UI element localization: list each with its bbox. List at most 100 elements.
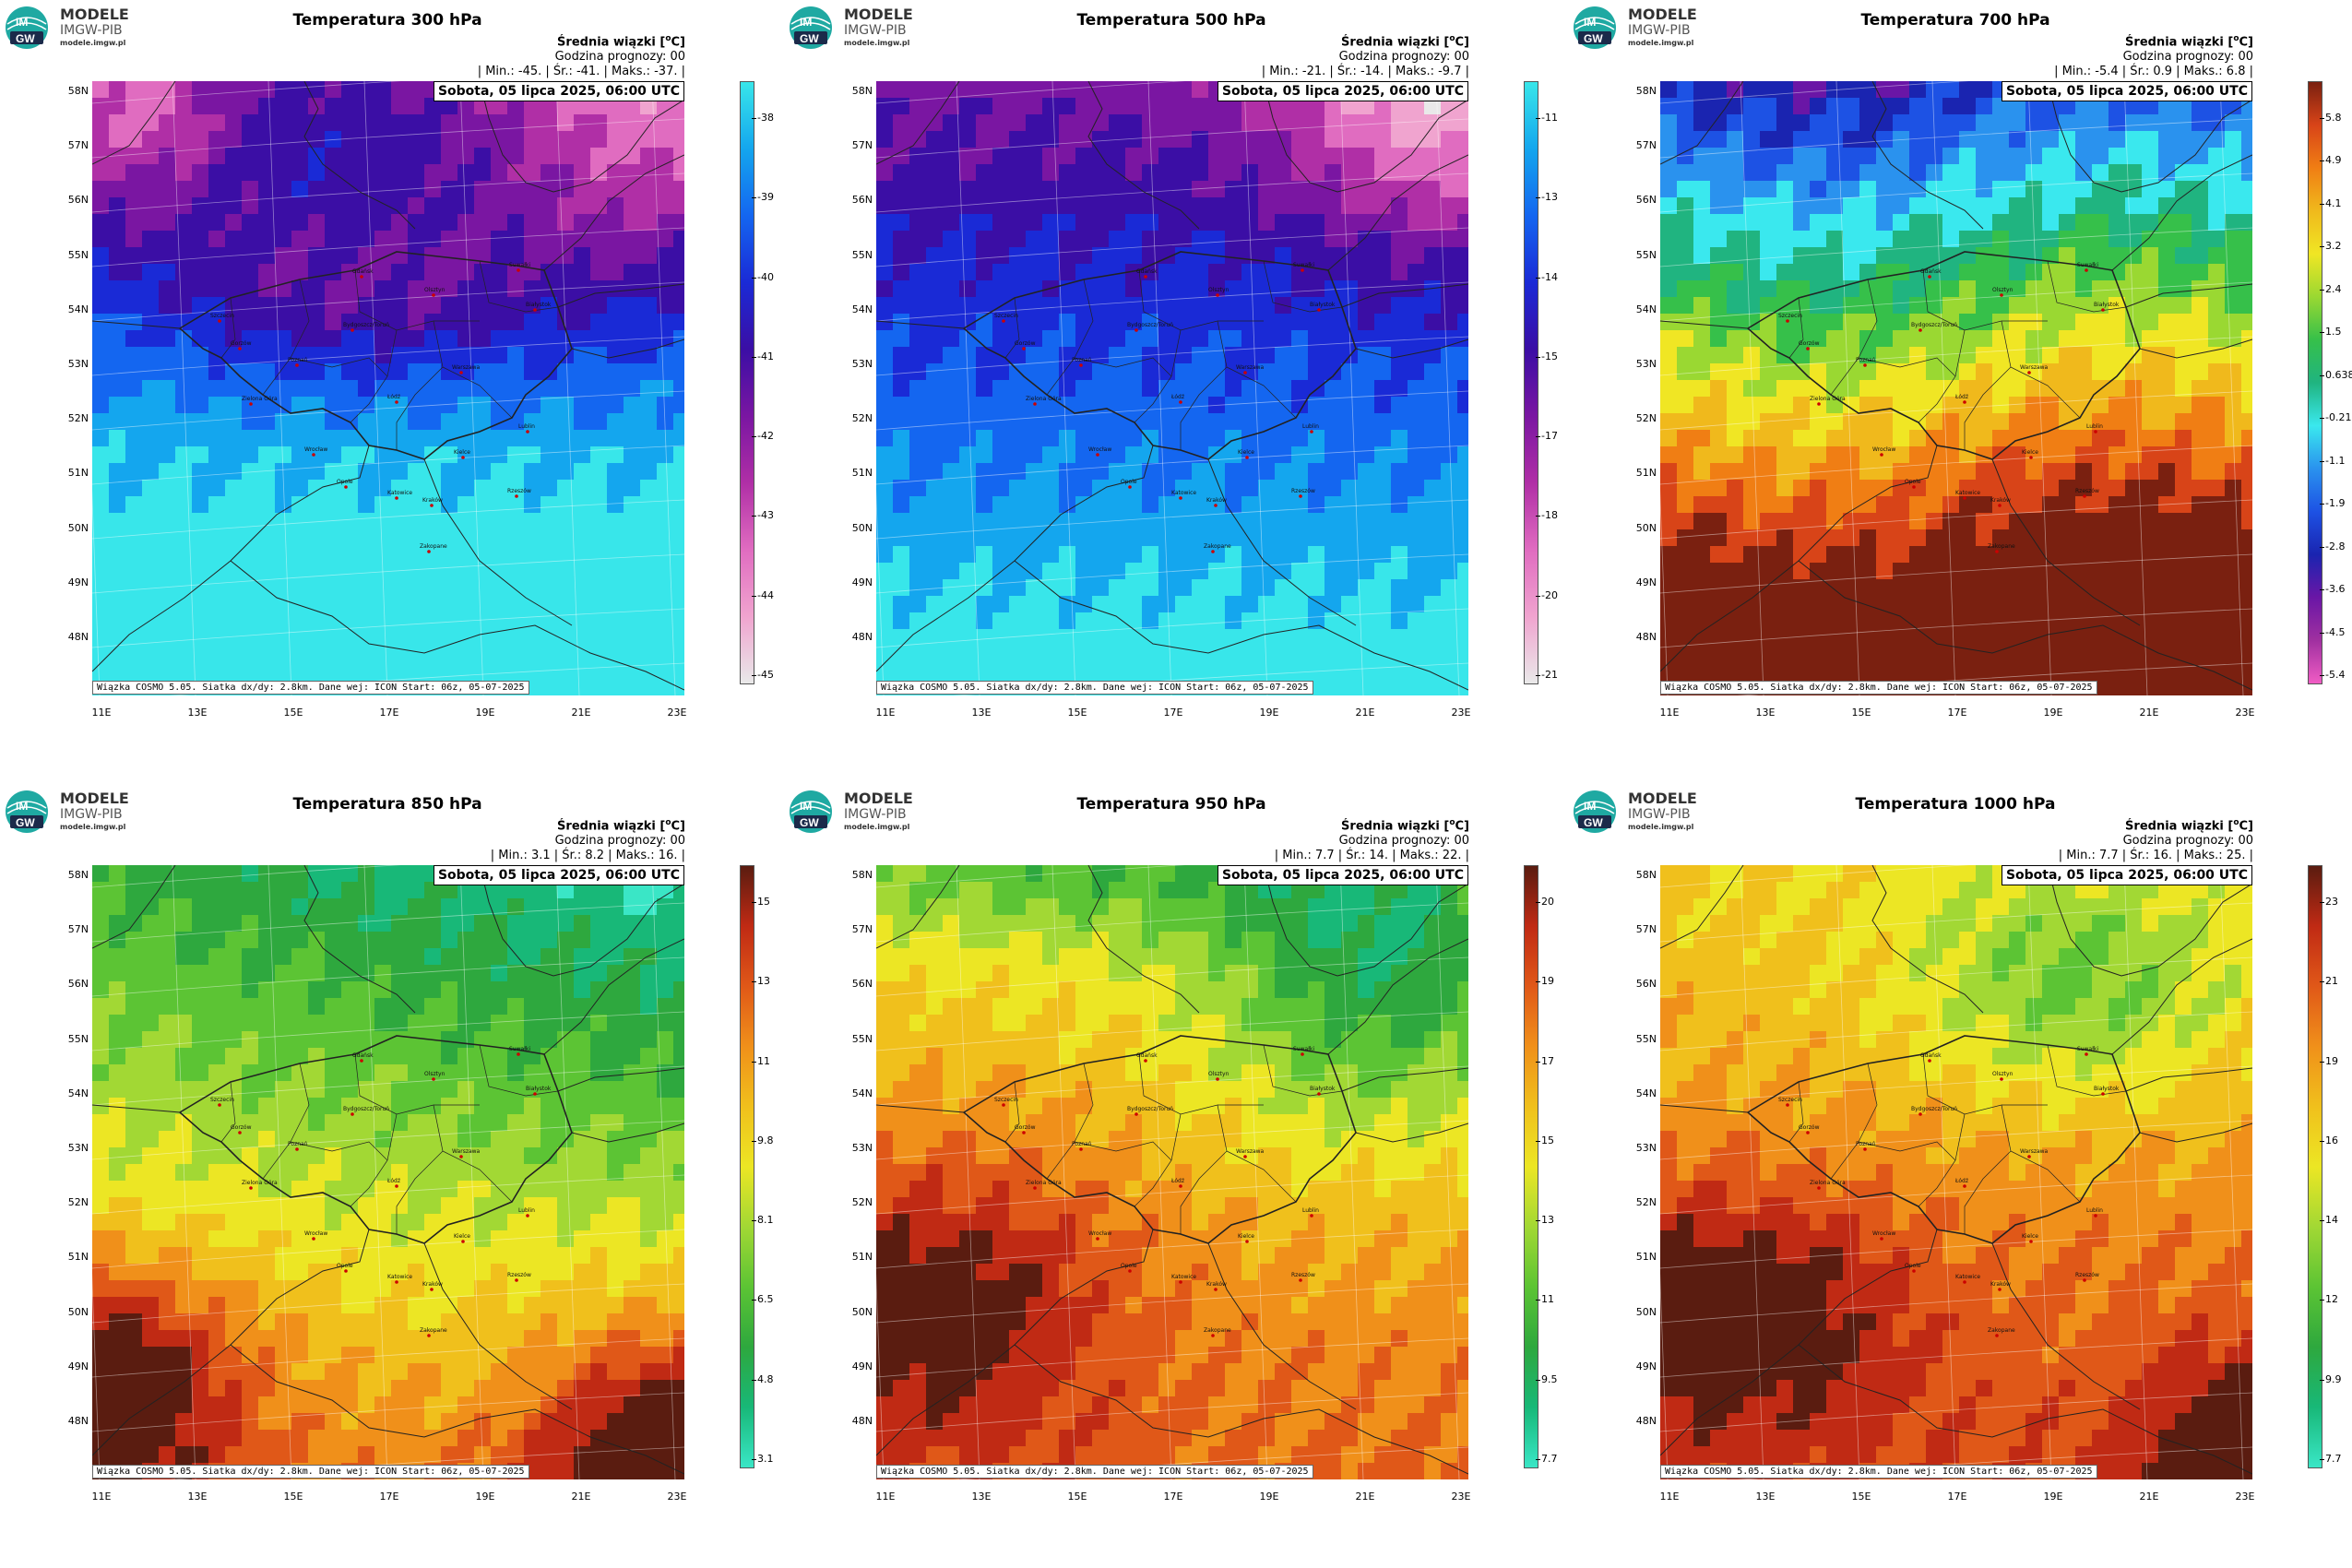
lon-label: 15E — [1851, 1491, 1871, 1503]
brand-institution: IMGW-PIB — [60, 807, 123, 822]
brand-url[interactable]: modele.imgw.pl — [1628, 823, 1694, 831]
city-dot — [1963, 1184, 1966, 1188]
lon-label: 19E — [1259, 1491, 1279, 1503]
city-label: Kielce — [1238, 449, 1254, 456]
graticule — [1660, 81, 2252, 695]
lat-label: 52N — [1635, 1196, 1657, 1209]
lon-label: 23E — [667, 1491, 687, 1503]
colorbar-tick: 23 — [2320, 896, 2338, 908]
colorbar-tick: 9.5 — [1536, 1372, 1558, 1385]
valid-date: Sobota, 05 lipca 2025, 06:00 UTC — [1217, 81, 1468, 101]
city-label: Opole — [337, 479, 353, 485]
country-borders — [876, 865, 1468, 1475]
lat-label: 57N — [67, 139, 89, 152]
city-dot — [1002, 319, 1005, 323]
city-dot — [1817, 402, 1821, 406]
colorbar-tick: 5.8 — [2320, 112, 2342, 124]
lat-label: 48N — [851, 631, 873, 643]
city-label: Zakopane — [1204, 543, 1231, 550]
city-label: Wrocław — [304, 446, 327, 453]
colorbar-tick: 11 — [1536, 1293, 1554, 1306]
panel-title: Temperatura 950 hPa — [1076, 795, 1266, 814]
city-dot — [1963, 1280, 1966, 1284]
lon-label: 15E — [283, 707, 303, 719]
valid-date: Sobota, 05 lipca 2025, 06:00 UTC — [433, 865, 684, 885]
city-label: Bydgoszcz/Toruń — [1911, 322, 1957, 328]
temperature-field-map: Gdańsk Suwałki Olsztyn Białystok Szczecin Byd… — [92, 865, 684, 1479]
brand-institution: IMGW-PIB — [60, 23, 123, 38]
city-label: Gdańsk — [352, 1052, 374, 1059]
city-label: Kraków — [422, 497, 443, 504]
city-dot — [1317, 308, 1321, 312]
city-dot — [395, 1280, 398, 1284]
city-dot — [1096, 453, 1099, 457]
city-dot — [1216, 1077, 1219, 1081]
lon-label: 21E — [2139, 1491, 2159, 1503]
lon-label: 15E — [1851, 707, 1871, 719]
lon-label: 17E — [379, 707, 399, 719]
brand-url[interactable]: modele.imgw.pl — [60, 39, 126, 47]
city-dot — [1079, 1147, 1083, 1151]
city-dot — [249, 1186, 253, 1190]
colorbar-tick: -13 — [1536, 191, 1558, 204]
city-label: Katowice — [1955, 490, 1980, 496]
temperature-raster — [876, 865, 1468, 1479]
colorbar-tick: -15 — [1536, 350, 1558, 362]
forecast-panel: IM GW MODELE IMGW-PIB modele.imgw.pl Temperat… — [1568, 784, 2352, 1568]
city-dot — [1817, 1186, 1821, 1190]
colorbar-tick: -21 — [1536, 669, 1558, 681]
city-dot — [1998, 504, 2002, 507]
city-label: Łódź — [1954, 1178, 1968, 1184]
city-label: Białystok — [526, 302, 552, 308]
city-dot — [517, 268, 520, 272]
city-label: Zakopane — [1988, 543, 2015, 550]
brand-url[interactable]: modele.imgw.pl — [1628, 39, 1694, 47]
city-label: Rzeszów — [2075, 1272, 2099, 1278]
colorbar-tick: 6.5 — [752, 1293, 774, 1306]
city-dot — [1245, 1240, 1249, 1243]
lat-label: 49N — [67, 576, 89, 588]
city-dot — [459, 371, 463, 374]
lon-label: 21E — [571, 707, 591, 719]
brand-url[interactable]: modele.imgw.pl — [60, 823, 126, 831]
city-label: Suwałki — [2077, 1046, 2098, 1052]
forecast-panel: IM GW MODELE IMGW-PIB modele.imgw.pl Temperat… — [784, 784, 1568, 1568]
city-dot — [1880, 453, 1883, 457]
lat-label: 53N — [851, 358, 873, 370]
city-dot — [2094, 430, 2097, 434]
city-dot — [1079, 363, 1083, 367]
city-dot — [432, 1077, 435, 1081]
lat-label: 50N — [1635, 1305, 1657, 1318]
city-dot — [350, 1112, 354, 1116]
city-dot — [1128, 1269, 1132, 1273]
city-dot — [344, 1269, 348, 1273]
stats-block: Średnia wiązki [oC] Godzina prognozy: 00 |… — [2054, 31, 2253, 79]
lon-label: 21E — [2139, 707, 2159, 719]
brand-block: MODELE IMGW-PIB modele.imgw.pl — [60, 791, 129, 831]
lat-label: 56N — [1635, 194, 1657, 207]
city-dot — [1863, 1147, 1867, 1151]
brand-block: MODELE IMGW-PIB modele.imgw.pl — [1628, 7, 1697, 47]
city-dot — [1918, 1112, 1922, 1116]
city-dot — [2027, 371, 2031, 374]
city-dot — [517, 1052, 520, 1056]
lat-label: 48N — [1635, 1415, 1657, 1427]
lon-label: 15E — [283, 1491, 303, 1503]
brand-url[interactable]: modele.imgw.pl — [844, 823, 910, 831]
city-label: Białystok — [526, 1086, 552, 1092]
city-label: Bydgoszcz/Toruń — [343, 1106, 389, 1112]
lat-label: 55N — [851, 1032, 873, 1045]
lat-label: 55N — [67, 1032, 89, 1045]
colorbar-tick: 21 — [2320, 975, 2338, 988]
city-dot — [312, 453, 315, 457]
colorbar — [740, 865, 754, 1468]
city-dot — [1918, 328, 1922, 332]
stats-block: Średnia wiązki [oC] Godzina prognozy: 00 |… — [478, 31, 685, 79]
colorbar-tick: -4.5 — [2319, 625, 2346, 638]
lat-label: 55N — [851, 248, 873, 261]
lat-label: 54N — [1635, 303, 1657, 315]
temperature-raster — [92, 865, 684, 1479]
svg-text:IM: IM — [16, 800, 28, 813]
lon-label: 11E — [1659, 707, 1680, 719]
brand-url[interactable]: modele.imgw.pl — [844, 39, 910, 47]
